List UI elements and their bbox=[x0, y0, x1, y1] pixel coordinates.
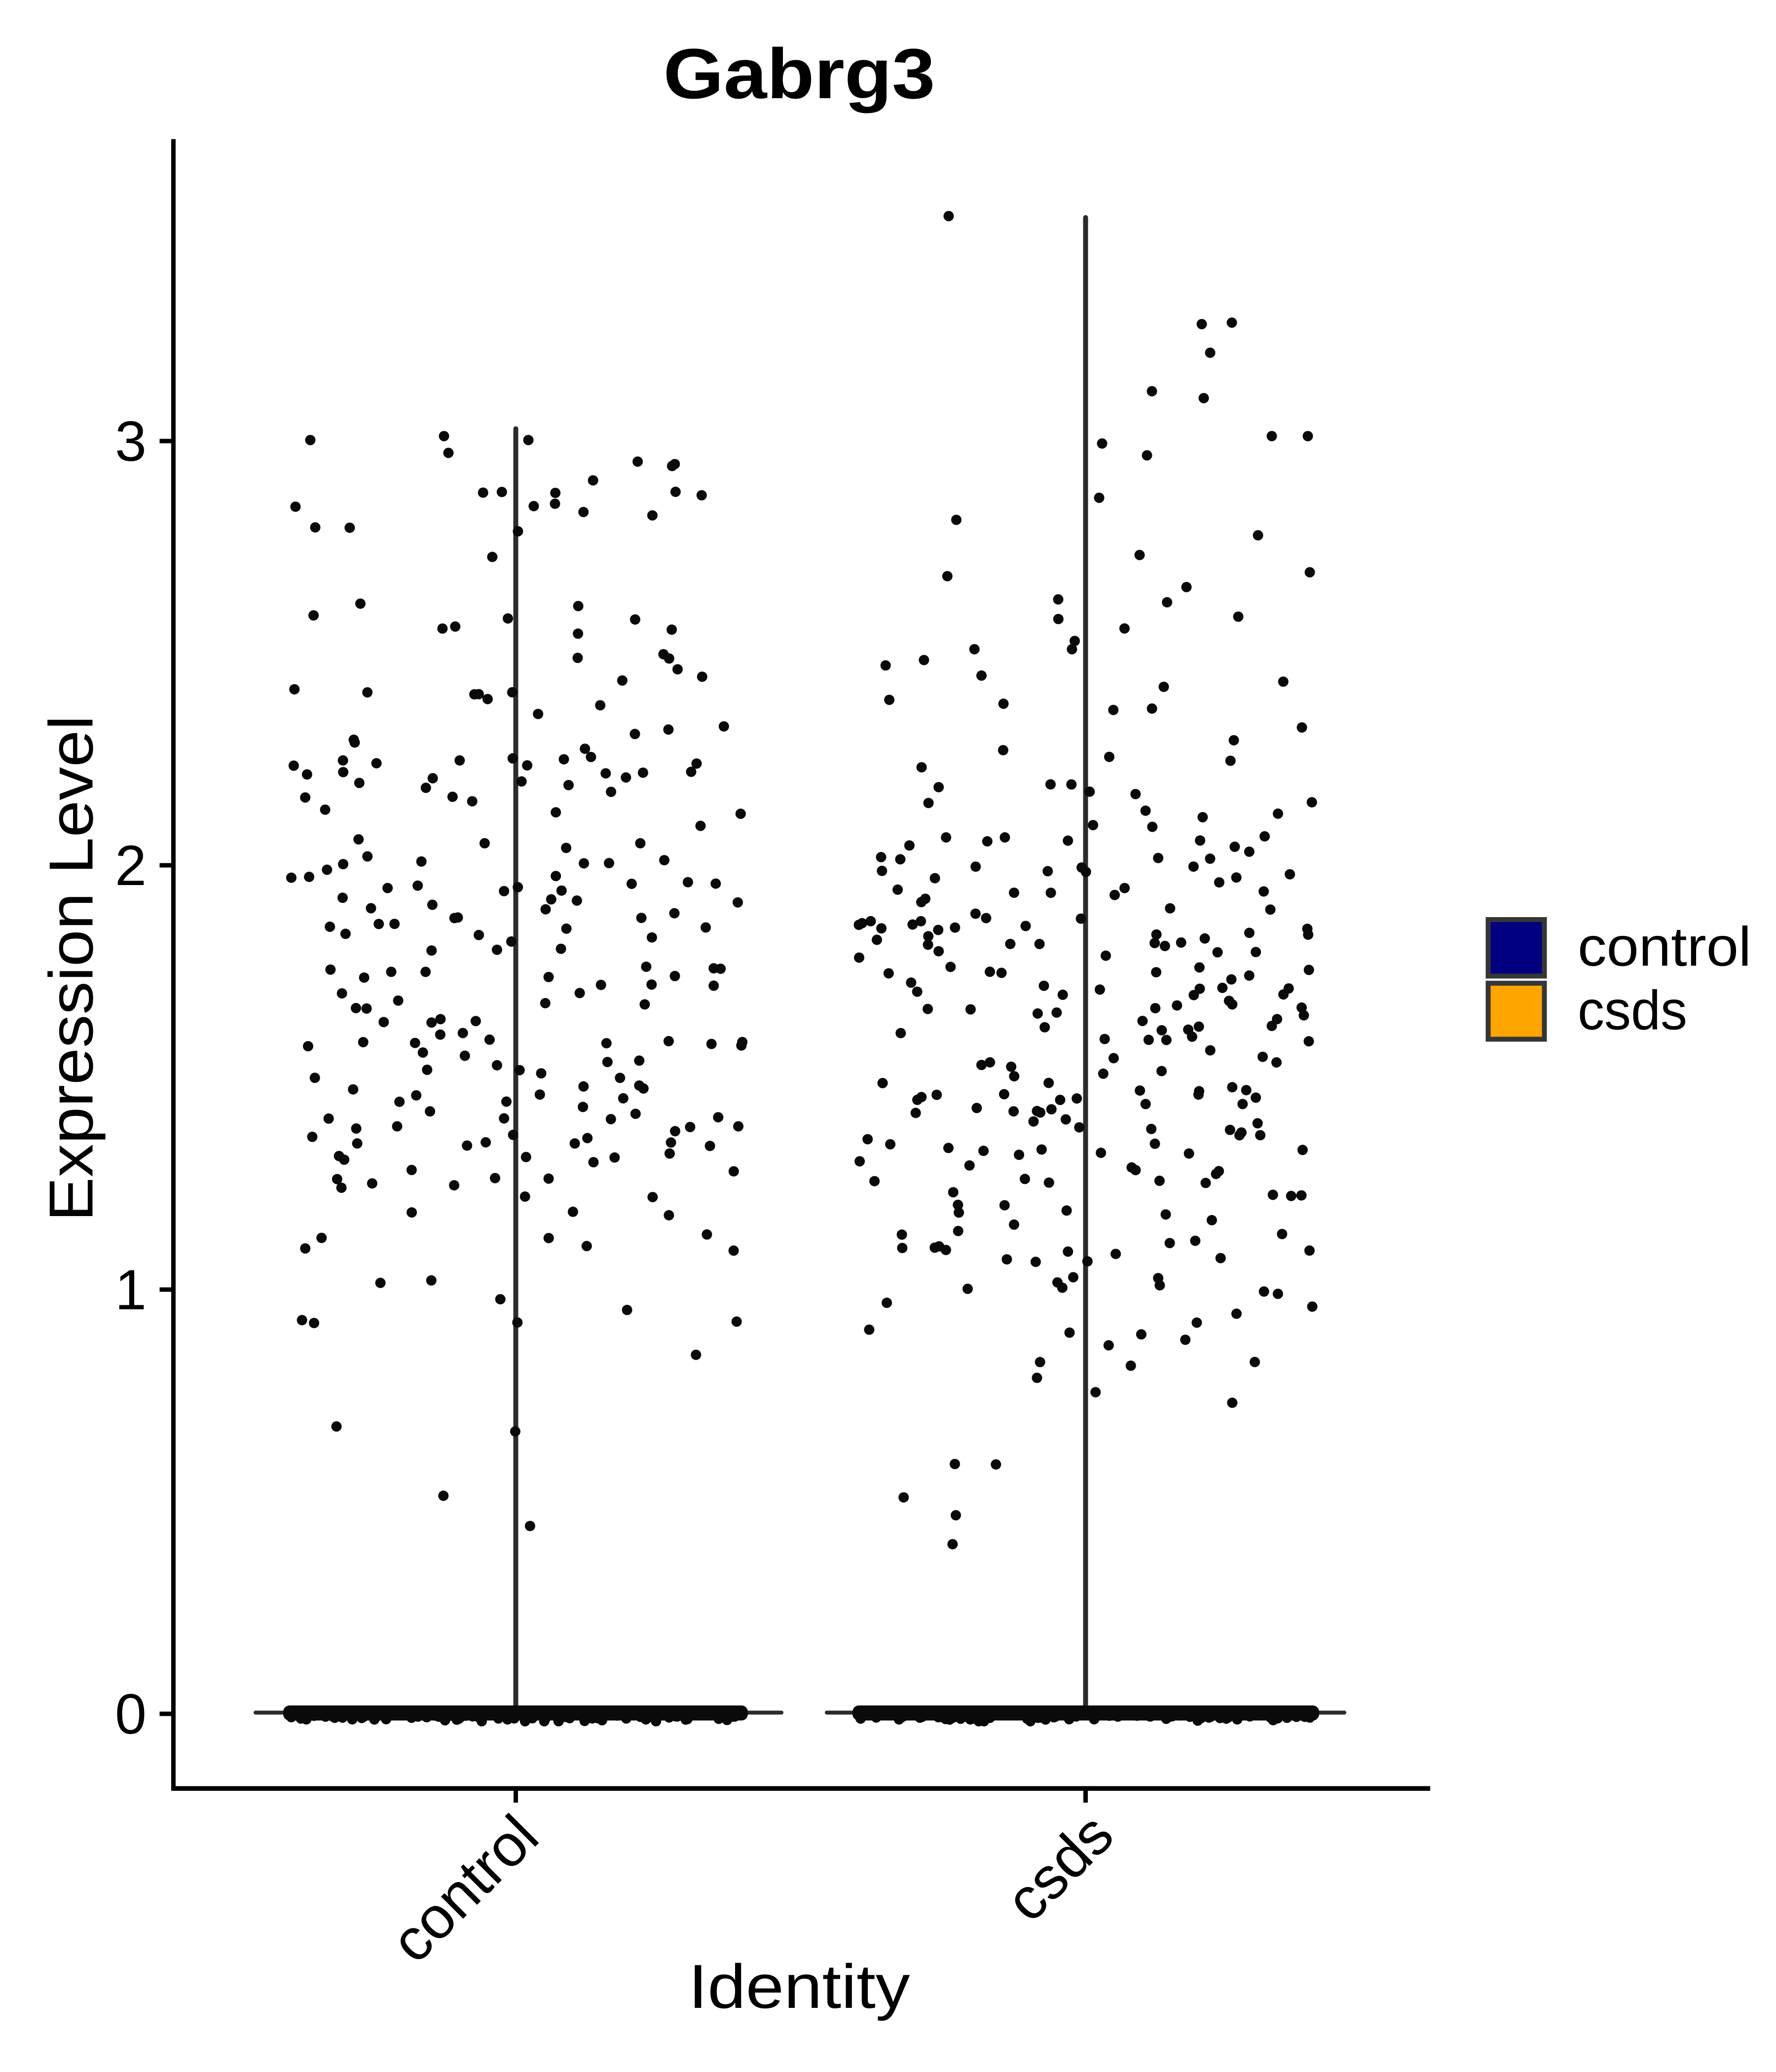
svg-text:Gabrg3: Gabrg3 bbox=[664, 34, 935, 113]
svg-text:csds: csds bbox=[1578, 980, 1687, 1041]
svg-text:3: 3 bbox=[115, 410, 147, 473]
svg-text:Identity: Identity bbox=[689, 1952, 910, 2021]
svg-text:2: 2 bbox=[115, 834, 147, 897]
svg-text:0: 0 bbox=[115, 1683, 147, 1746]
svg-text:1: 1 bbox=[115, 1258, 147, 1322]
svg-text:control: control bbox=[1578, 916, 1751, 978]
svg-text:Expression Level: Expression Level bbox=[37, 715, 106, 1221]
